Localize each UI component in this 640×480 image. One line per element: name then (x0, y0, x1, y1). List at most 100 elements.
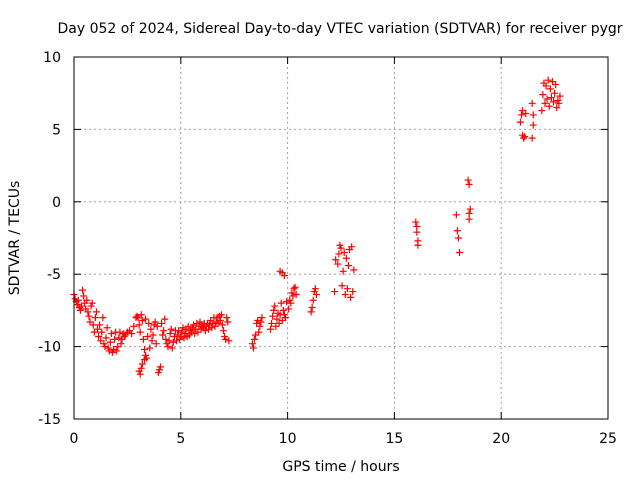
data-point (312, 290, 320, 298)
data-point (254, 317, 262, 325)
data-point (216, 317, 224, 325)
data-point (159, 331, 167, 339)
data-point (414, 241, 422, 249)
data-point (332, 256, 340, 264)
data-point (413, 222, 421, 230)
data-point (519, 131, 527, 139)
data-point (113, 347, 121, 355)
data-point (165, 337, 173, 345)
data-point (103, 324, 111, 332)
data-point (128, 330, 136, 338)
data-point (553, 104, 561, 112)
y-tick-label: -5 (47, 267, 61, 283)
data-point (184, 322, 192, 330)
data-point (522, 109, 530, 117)
data-point (92, 308, 100, 316)
data-point (179, 324, 187, 332)
data-point (224, 318, 232, 326)
data-point (152, 340, 160, 348)
data-point (412, 218, 420, 226)
data-point (84, 308, 92, 316)
data-point (187, 328, 195, 336)
data-point (161, 315, 169, 323)
data-point (105, 347, 113, 355)
data-point (290, 285, 298, 293)
data-point (138, 360, 146, 368)
x-tick-label: 25 (599, 431, 617, 447)
data-point (120, 332, 128, 340)
data-point (248, 340, 256, 348)
data-point (162, 335, 170, 343)
data-point (102, 334, 110, 342)
data-point (153, 322, 161, 330)
data-point (255, 328, 263, 336)
data-point (98, 328, 106, 336)
data-point (116, 328, 124, 336)
data-point (309, 296, 317, 304)
data-point (218, 321, 226, 329)
data-point (201, 327, 209, 335)
data-point (517, 111, 525, 119)
data-point (338, 282, 346, 290)
data-point (168, 344, 176, 352)
data-point (144, 332, 152, 340)
data-point (91, 314, 99, 322)
data-point (170, 332, 178, 340)
data-point (465, 180, 473, 188)
data-point (311, 285, 319, 293)
data-point (93, 325, 101, 333)
data-point (106, 338, 114, 346)
data-point (464, 176, 472, 184)
data-point (340, 248, 348, 256)
data-point (271, 302, 279, 310)
data-point (133, 312, 141, 320)
data-point (539, 91, 547, 99)
data-point (287, 299, 295, 307)
data-point (308, 304, 316, 312)
data-point (208, 324, 216, 332)
data-point (547, 94, 555, 102)
data-point (552, 81, 560, 89)
y-axis-label: SDTVAR / TECUs (7, 181, 23, 296)
data-point (145, 319, 153, 327)
data-point (158, 319, 166, 327)
data-point (115, 334, 123, 342)
data-point (175, 327, 183, 335)
data-point (529, 121, 537, 129)
data-point (516, 118, 524, 126)
x-axis-label: GPS time / hours (282, 459, 399, 475)
data-point (89, 321, 97, 329)
y-tick-label: 10 (43, 50, 61, 66)
data-point (281, 314, 289, 322)
data-point (142, 351, 150, 359)
data-point (174, 331, 182, 339)
data-point (136, 370, 144, 378)
data-point (541, 99, 549, 107)
data-point (220, 327, 228, 335)
data-point (285, 305, 293, 313)
y-tick-label: -10 (38, 340, 61, 356)
data-point (452, 211, 460, 219)
data-point (137, 364, 145, 372)
data-point (556, 92, 564, 100)
data-point (178, 328, 186, 336)
data-point (349, 288, 357, 296)
data-point (146, 344, 154, 352)
data-point (529, 111, 537, 119)
data-point (79, 286, 87, 294)
x-tick-labels: 0 5 10 15 20 25 (70, 431, 617, 447)
data-point (137, 311, 145, 319)
data-point (279, 306, 287, 314)
data-point (528, 134, 536, 142)
data-point (337, 244, 345, 252)
data-point (342, 254, 350, 262)
data-point (167, 325, 175, 333)
x-tick-label: 10 (279, 431, 297, 447)
data-point (466, 205, 474, 213)
data-point (280, 272, 288, 280)
data-point (95, 332, 103, 340)
data-point (160, 327, 168, 335)
data-point (99, 314, 107, 322)
